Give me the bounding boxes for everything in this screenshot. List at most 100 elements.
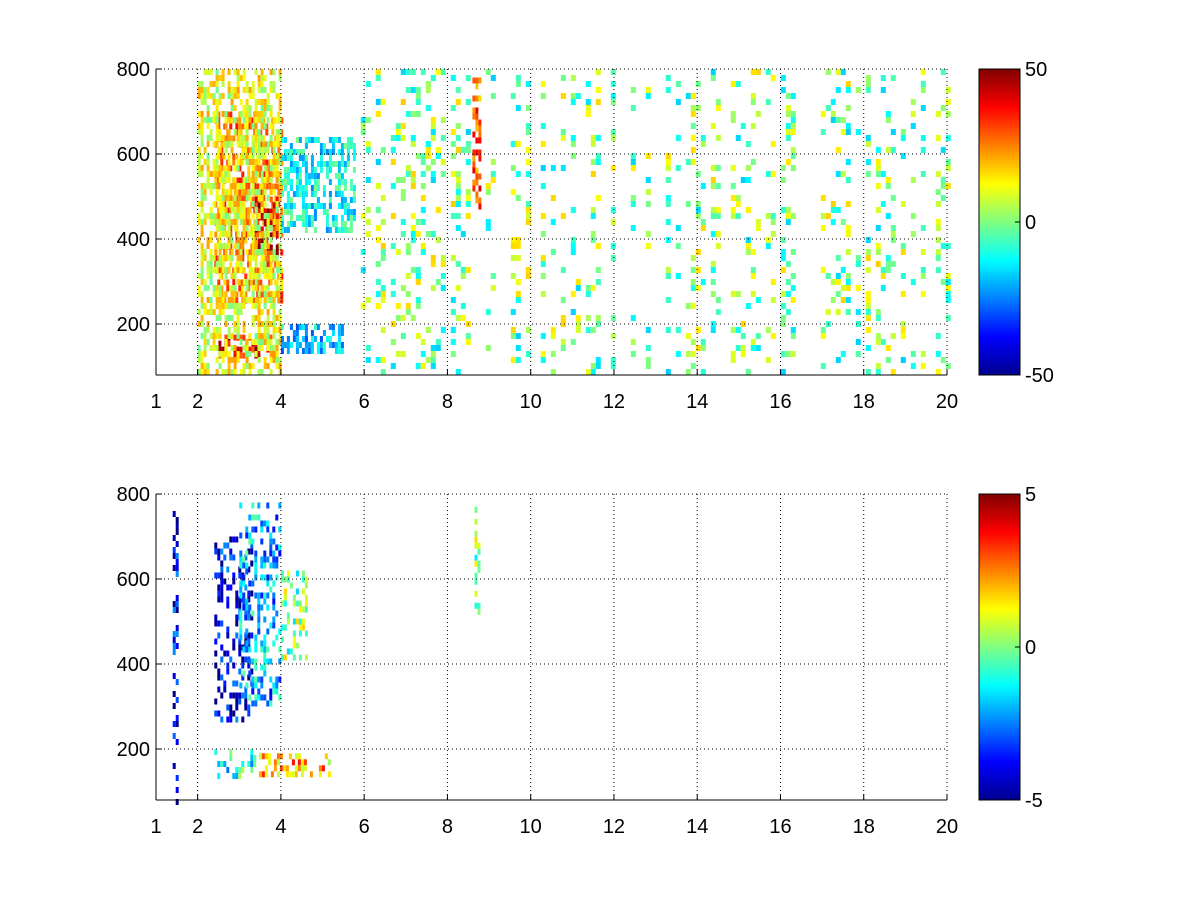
heatmap-cell [289,143,293,149]
heatmap-cell [230,285,234,291]
heatmap-cell [269,694,273,701]
heatmap-cell [260,556,264,563]
heatmap-cell [440,327,446,333]
heatmap-cell [272,153,276,159]
heatmap-cell [700,219,706,225]
heatmap-cell [645,357,651,363]
heatmap-cell [275,676,279,683]
heatmap-cell [440,261,446,267]
heatmap-cell [221,297,225,303]
heatmap-cell [425,81,431,87]
heatmap-cell [236,327,240,333]
heatmap-cell [233,165,237,171]
heatmap-cell [685,369,691,375]
heatmap-cell [242,279,246,285]
heatmap-cell [251,514,255,521]
heatmap-cell [275,219,279,225]
heatmap-cell [235,153,239,160]
heatmap-cell [477,608,481,615]
heatmap-cell [269,700,273,707]
heatmap-cell [233,309,237,315]
heatmap-cell [278,171,282,177]
heatmap-cell [223,578,227,585]
heatmap-cell [275,177,279,183]
heatmap-cell [275,232,279,239]
heatmap-cell [272,231,276,237]
heatmap-cell [515,333,521,339]
heatmap-cell [740,321,746,327]
heatmap-cell [245,345,249,351]
heatmap-cell [900,201,906,207]
heatmap-cell [215,111,219,117]
heatmap-cell [920,273,926,279]
heatmap-cell [263,670,267,677]
heatmap-cell [214,620,218,627]
heatmap-cell [209,171,213,177]
heatmap-cell [272,141,276,147]
heatmap-cell [283,624,287,631]
heatmap-cell [263,520,267,527]
heatmap-cell [301,324,305,330]
heatmap-cell [292,203,296,209]
heatmap-cell [570,291,576,297]
heatmap-cell [755,225,761,231]
heatmap-cell [263,220,267,227]
heatmap-cell [269,244,273,251]
heatmap-cell [840,69,846,75]
heatmap-cell [395,129,401,135]
heatmap-cell [280,324,284,330]
heatmap-cell [229,716,233,723]
heatmap-cell [352,209,356,215]
heatmap-cell [735,195,741,201]
heatmap-cell [328,342,332,348]
heatmap-cell [245,117,249,123]
heatmap-cell [247,662,251,669]
heatmap-cell [515,105,521,111]
heatmap-cell [260,147,264,153]
heatmap-cell [200,99,204,105]
heatmap-cell [472,107,476,114]
heatmap-cell [425,153,431,159]
heatmap-cell [197,357,201,363]
heatmap-cell [327,759,331,766]
heatmap-cell [785,105,791,111]
heatmap-cell [245,105,249,111]
heatmap-cell [275,327,279,333]
heatmap-cell [248,111,252,117]
heatmap-cell [286,155,290,161]
heatmap-cell [318,771,322,778]
heatmap-cell [239,219,243,225]
heatmap-cell [263,261,267,267]
heatmap-cell [297,753,301,760]
heatmap-cell [254,129,258,135]
heatmap-cell [360,123,366,129]
heatmap-cell [242,291,246,297]
heatmap-cell [242,111,246,117]
heatmap-cell [214,572,218,579]
heatmap-cell [328,161,332,167]
heatmap-cell [316,324,320,330]
heatmap-cell [865,315,871,321]
heatmap-cell [278,75,282,81]
heatmap-cell [235,129,239,136]
x-tick-label: 2 [192,816,203,838]
heatmap-cell [235,536,239,543]
heatmap-cell [865,87,871,93]
heatmap-cell [307,348,311,354]
heatmap-cell [248,219,252,225]
heatmap-cell [920,81,926,87]
heatmap-cell [172,631,176,637]
heatmap-cell [262,117,266,124]
heatmap-cell [780,165,786,171]
heatmap-cell [304,203,308,209]
heatmap-cell [865,75,871,81]
heatmap-cell [254,279,258,285]
heatmap-cell [307,342,311,348]
heatmap-cell [272,327,276,333]
heatmap-cell [630,105,636,111]
heatmap-cell [295,642,299,649]
heatmap-cell [229,111,233,118]
heatmap-cell [590,363,596,369]
heatmap-cell [239,586,243,593]
heatmap-cell [209,231,213,237]
